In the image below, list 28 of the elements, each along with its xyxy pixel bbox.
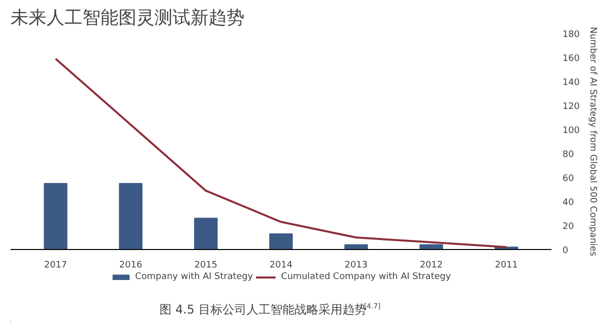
y-tick-label: 100 (562, 126, 580, 136)
chart-title: 未来人工智能图灵测试新趋势 (10, 8, 244, 28)
y-tick-label: 40 (562, 198, 574, 208)
x-tick-label: 2013 (344, 260, 368, 270)
x-tick-label: 2014 (270, 260, 293, 270)
legend-label: Cumulated Company with AI Strategy (280, 272, 451, 282)
y-tick-label: 20 (562, 222, 574, 232)
bar (118, 183, 142, 250)
y-tick-label: 0 (562, 246, 568, 256)
y-tick-label: 60 (562, 174, 574, 184)
y-tick-label: 180 (562, 30, 580, 40)
x-tick-label: 2017 (44, 260, 68, 270)
x-tick-label: 2012 (420, 260, 443, 270)
y-axis-title: Number of AI Strategy from Global 500 Companies (588, 26, 598, 256)
bar (44, 183, 68, 250)
y-tick-label: 120 (562, 102, 580, 112)
y-tick-label: 80 (562, 150, 574, 160)
bar (420, 244, 444, 250)
legend-label: Company with AI Strategy (135, 272, 253, 282)
bar (344, 244, 368, 250)
y-tick-label: 160 (562, 54, 580, 64)
y-tick-label: 140 (562, 78, 580, 88)
x-tick-label: 2015 (194, 260, 218, 270)
x-tick-label: 2016 (119, 260, 142, 270)
bar (269, 233, 293, 250)
line-series (54, 58, 508, 248)
x-tick-label: 2011 (494, 260, 518, 270)
bar (194, 218, 218, 250)
